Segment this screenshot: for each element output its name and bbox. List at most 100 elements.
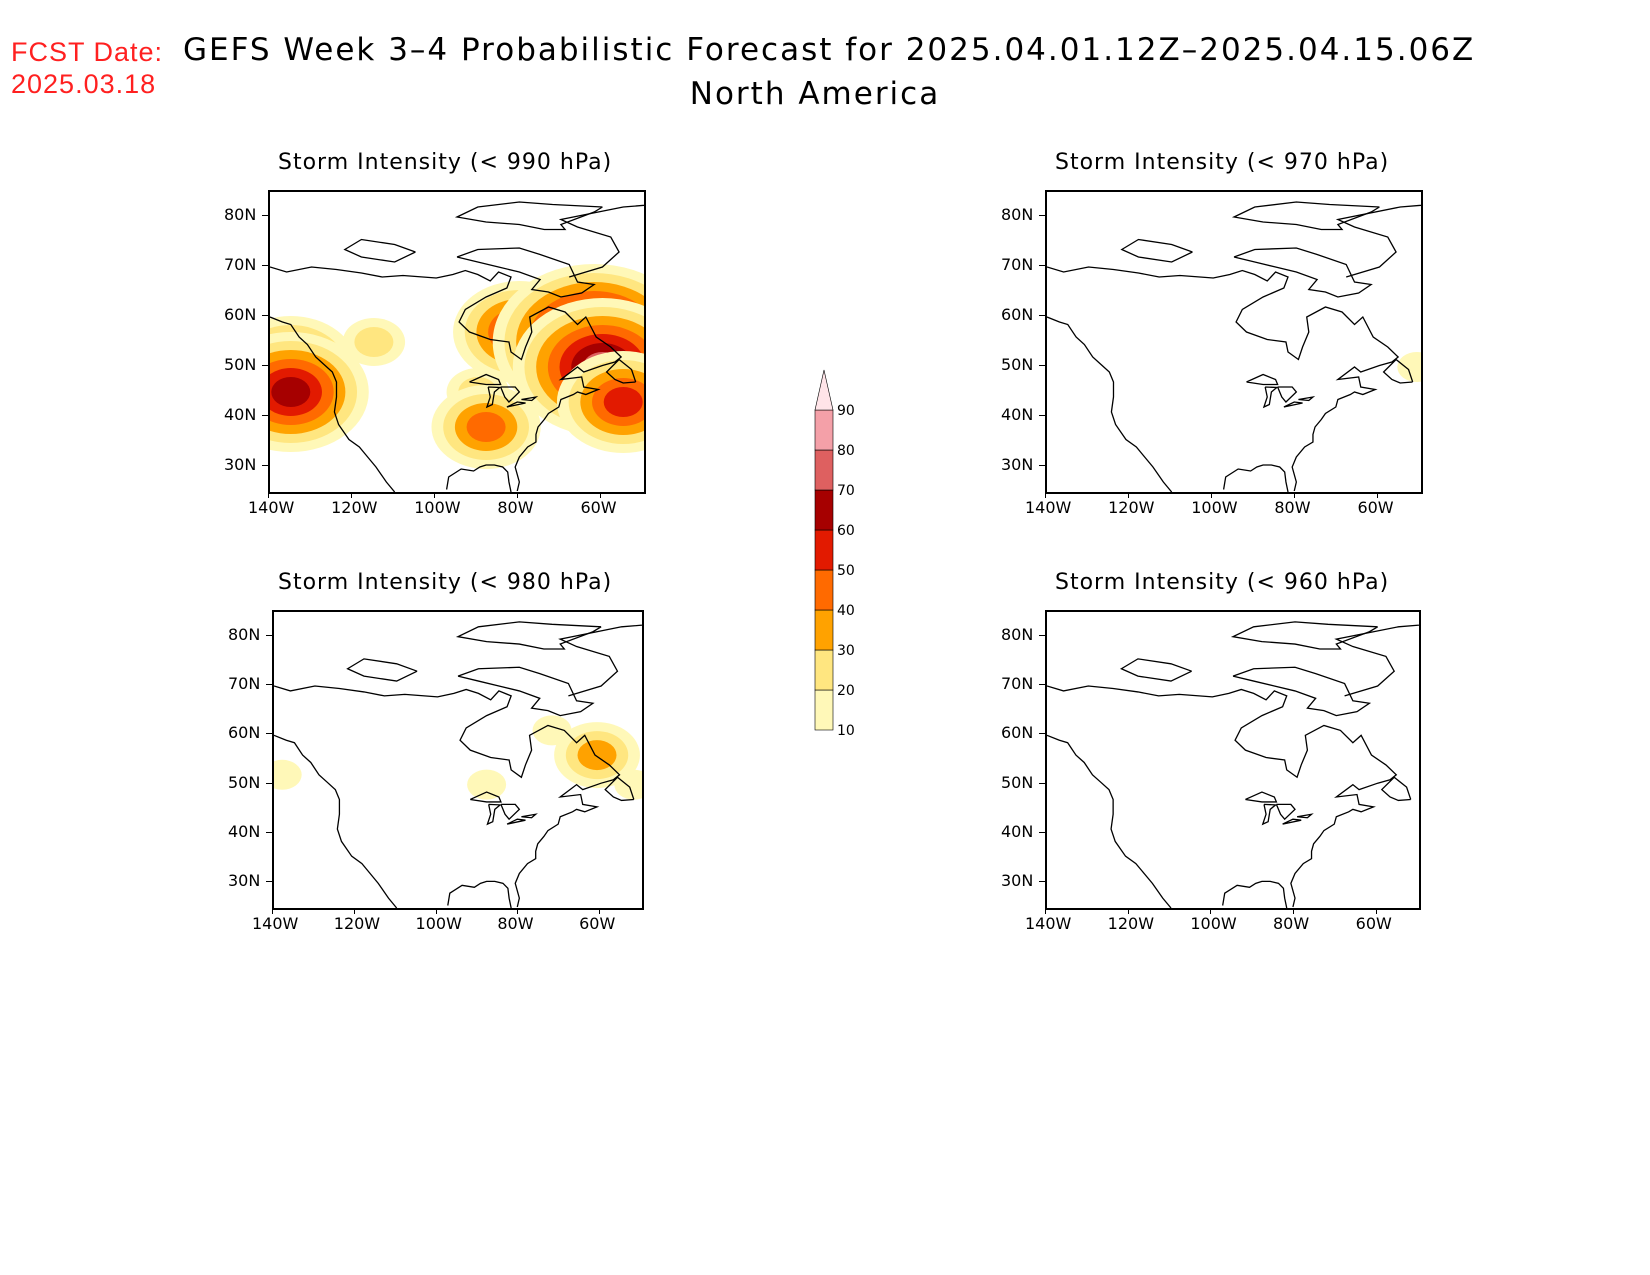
lat-tick-mark [266, 634, 272, 636]
fcst-label: FCST Date: [11, 37, 164, 67]
coastline [485, 386, 502, 409]
lat-tick-label: 70N [1001, 255, 1034, 274]
lon-tick-mark [1377, 492, 1379, 498]
panel-title: Storm Intensity (< 970 hPa) [1055, 150, 1390, 175]
coastline [1119, 658, 1192, 682]
lat-tick-mark [1039, 634, 1045, 636]
map-plot-area [268, 190, 646, 494]
map-plot-area [1045, 610, 1421, 910]
map-svg [270, 201, 644, 492]
lon-tick-mark [517, 492, 519, 498]
colorbar-segment [814, 409, 834, 451]
coastline [1233, 247, 1373, 298]
coastline [457, 666, 595, 717]
lon-tick-label: 60W [1357, 498, 1394, 517]
lon-tick-mark [435, 908, 437, 914]
lon-tick-label: 100W [1191, 498, 1238, 517]
lon-tick-label: 100W [1190, 914, 1237, 933]
lat-tick-label: 30N [228, 871, 261, 891]
lon-tick-mark [1045, 908, 1046, 914]
coastline [500, 803, 521, 821]
colorbar-label: 90 [837, 403, 855, 419]
colorbar-segment [814, 649, 834, 691]
lat-tick-mark [262, 415, 268, 416]
lon-tick-label: 80W [497, 498, 534, 517]
coastline [1283, 401, 1303, 408]
coastline [469, 373, 502, 386]
lat-tick-mark [266, 733, 272, 735]
coastline [506, 401, 526, 408]
coastline [500, 386, 521, 403]
lon-tick-mark [268, 492, 269, 498]
coastline [469, 791, 502, 803]
probability-region [466, 412, 506, 442]
coastline [1246, 373, 1279, 386]
lat-tick-mark [262, 215, 268, 216]
lat-tick-mark [266, 881, 272, 883]
coastline [445, 464, 512, 492]
lon-tick-mark [1127, 908, 1129, 914]
coastline [1245, 791, 1278, 803]
lon-tick-label: 140W [1025, 914, 1072, 933]
coastline [1334, 624, 1419, 697]
lon-tick-label: 60W [579, 914, 616, 933]
coastline [447, 880, 512, 908]
lon-tick-label: 80W [1273, 914, 1310, 933]
coastline [346, 658, 418, 682]
lat-tick-label: 80N [1001, 624, 1034, 644]
probability-region [467, 769, 507, 800]
colorbar-label: 60 [837, 523, 855, 539]
lon-tick-mark [1210, 908, 1212, 914]
lon-tick-label: 120W [1108, 498, 1155, 517]
lon-tick-label: 60W [580, 498, 617, 517]
lat-tick-label: 50N [1001, 772, 1034, 792]
colorbar-label: 50 [837, 563, 855, 579]
panel-title: Storm Intensity (< 980 hPa) [278, 570, 613, 595]
coastline [558, 204, 644, 278]
lat-tick-label: 80N [228, 624, 261, 644]
lon-tick-mark [600, 492, 602, 498]
lat-tick-label: 80N [1001, 205, 1034, 224]
colorbar-svg: 10 20 30 40 50 60 70 80 90 [814, 369, 855, 739]
probability-region [354, 327, 394, 357]
probability-region [274, 759, 302, 790]
lat-tick-label: 70N [224, 255, 257, 274]
lat-tick-mark [262, 265, 268, 266]
colorbar-label: 10 [837, 723, 855, 739]
lat-tick-label: 80N [224, 205, 257, 224]
lon-tick-mark [1375, 908, 1377, 914]
lon-tick-mark [434, 492, 436, 498]
coastline [270, 316, 396, 492]
lat-tick-mark [1039, 365, 1045, 366]
fcst-date: 2025.03.18 [11, 69, 157, 99]
lat-tick-mark [1039, 415, 1045, 416]
lat-tick-mark [266, 684, 272, 685]
colorbar-label: 80 [837, 443, 855, 459]
lon-tick-mark [517, 908, 519, 914]
lat-tick-mark [1039, 215, 1045, 216]
coastline [558, 624, 642, 697]
lon-tick-label: 120W [1107, 914, 1155, 933]
lon-tick-mark [599, 908, 601, 914]
coastline [1275, 803, 1296, 821]
coastline [1047, 685, 1398, 908]
colorbar-segment [814, 449, 834, 491]
lat-tick-mark [1039, 465, 1045, 466]
lat-tick-label: 30N [1001, 455, 1034, 474]
coastline [1262, 386, 1279, 409]
forecast-date-label: FCST Date: 2025.03.18 [11, 36, 163, 100]
lat-tick-label: 40N [1001, 822, 1034, 841]
lat-tick-label: 50N [1001, 355, 1034, 374]
lat-tick-mark [1039, 315, 1045, 316]
colorbar-label: 40 [837, 603, 855, 619]
coastline [456, 247, 596, 298]
lon-tick-label: 80W [497, 914, 534, 933]
map-svg [274, 621, 642, 908]
lon-tick-label: 100W [415, 914, 462, 933]
lat-tick-label: 40N [1001, 405, 1034, 424]
lat-tick-mark [1039, 881, 1045, 883]
title-line1: GEFS Week 3–4 Probabilistic Forecast for… [183, 32, 1476, 68]
lon-tick-mark [272, 908, 273, 914]
coastline [604, 776, 635, 802]
lat-tick-label: 70N [1001, 674, 1034, 693]
